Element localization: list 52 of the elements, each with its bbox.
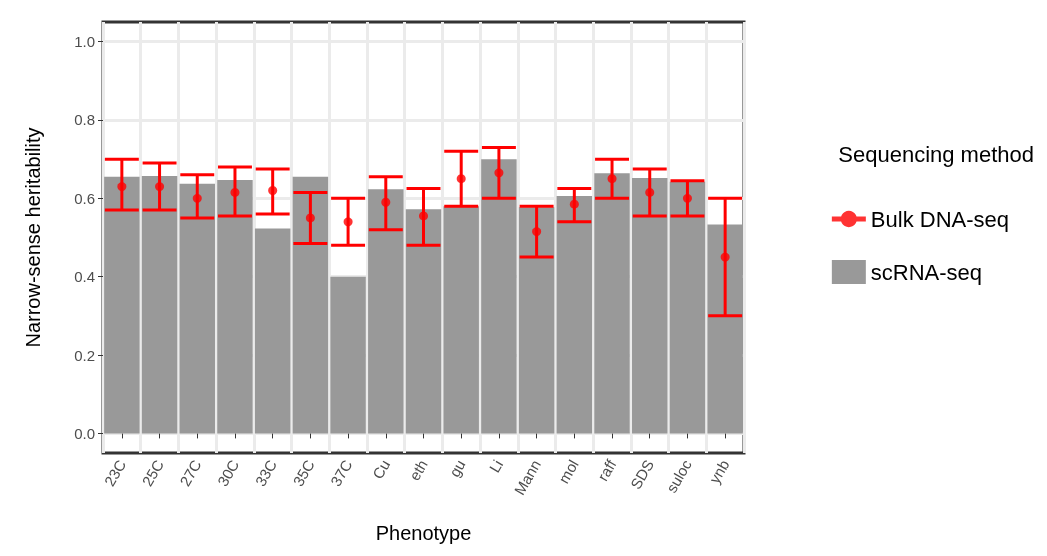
y-tick-label: 0.0 [74, 424, 95, 442]
point [192, 193, 202, 203]
bar [669, 181, 706, 434]
point [720, 252, 730, 262]
x-tick-label: mol [554, 456, 582, 487]
bar [632, 177, 668, 434]
point [419, 211, 428, 221]
bar [104, 176, 140, 434]
bar [179, 183, 215, 434]
point [381, 197, 391, 207]
point [155, 182, 165, 192]
bar [594, 173, 630, 434]
point [532, 227, 542, 237]
y-tick-label: 0.4 [74, 268, 95, 286]
point [117, 182, 127, 192]
y-tick-label: 0.6 [74, 189, 95, 207]
legend-label: Bulk DNA-seq [870, 206, 1009, 232]
bar [141, 175, 178, 434]
bar [443, 206, 479, 434]
bar [254, 228, 291, 434]
x-tick-label: gu [445, 456, 469, 480]
point [645, 187, 655, 197]
point [305, 213, 315, 223]
point [494, 168, 504, 178]
point [682, 193, 692, 203]
point [268, 185, 278, 195]
point [343, 217, 353, 227]
bar [481, 159, 517, 434]
x-tick-label: Cu [368, 456, 394, 482]
bar [518, 207, 555, 434]
y-tick-label: 0.8 [74, 111, 95, 129]
y-axis-title: Narrow-sense heritability [22, 127, 44, 348]
bar [292, 176, 329, 434]
bar [217, 179, 253, 434]
x-tick-label: ynb [705, 456, 733, 487]
x-tick-label: eth [405, 456, 431, 484]
legend-label: scRNA-seq [870, 259, 983, 285]
x-tick-label: raff [593, 456, 620, 484]
x-axis-title: Phenotype [375, 522, 472, 544]
point [569, 199, 579, 209]
bar [405, 209, 442, 434]
legend-title: Sequencing method [838, 141, 1034, 167]
bar [556, 195, 593, 434]
y-tick-label: 0.2 [74, 346, 95, 364]
y-tick-label: 1.0 [74, 33, 95, 51]
point [456, 174, 466, 184]
bar [330, 276, 366, 434]
x-tick-label: Li [485, 456, 507, 476]
bar [707, 224, 743, 434]
point [607, 174, 617, 184]
point [230, 187, 240, 197]
bar [368, 189, 404, 434]
